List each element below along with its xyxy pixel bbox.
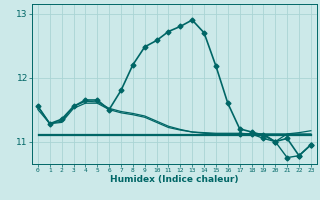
X-axis label: Humidex (Indice chaleur): Humidex (Indice chaleur)	[110, 175, 239, 184]
